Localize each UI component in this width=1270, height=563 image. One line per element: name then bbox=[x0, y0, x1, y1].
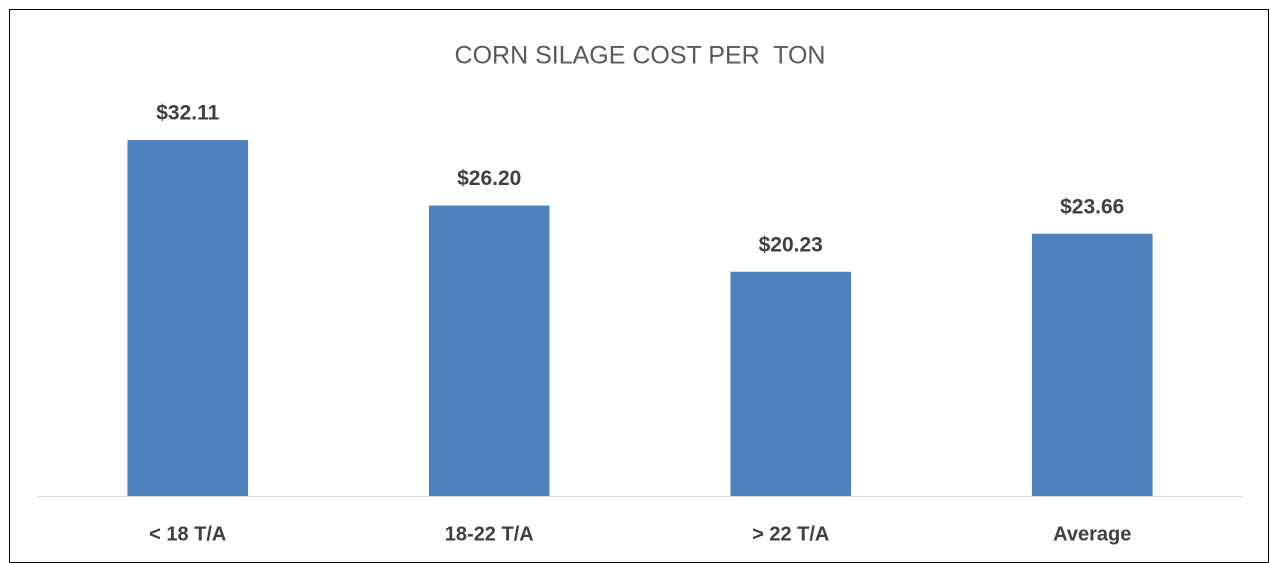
chart-title: CORN SILAGE COST PER TON bbox=[455, 42, 826, 70]
x-tick-label: 18-22 T/A bbox=[445, 523, 534, 545]
data-label: $20.23 bbox=[759, 233, 823, 256]
data-label: $32.11 bbox=[156, 102, 219, 125]
data-label: $26.20 bbox=[457, 167, 521, 190]
x-tick-label: < 18 T/A bbox=[149, 523, 226, 545]
bar bbox=[1031, 233, 1153, 496]
bar bbox=[730, 271, 852, 496]
bar bbox=[127, 140, 249, 496]
data-label: $23.66 bbox=[1060, 195, 1124, 218]
bar bbox=[428, 205, 550, 496]
x-tick-label: Average bbox=[1053, 523, 1131, 545]
x-tick-label: > 22 T/A bbox=[752, 523, 829, 545]
